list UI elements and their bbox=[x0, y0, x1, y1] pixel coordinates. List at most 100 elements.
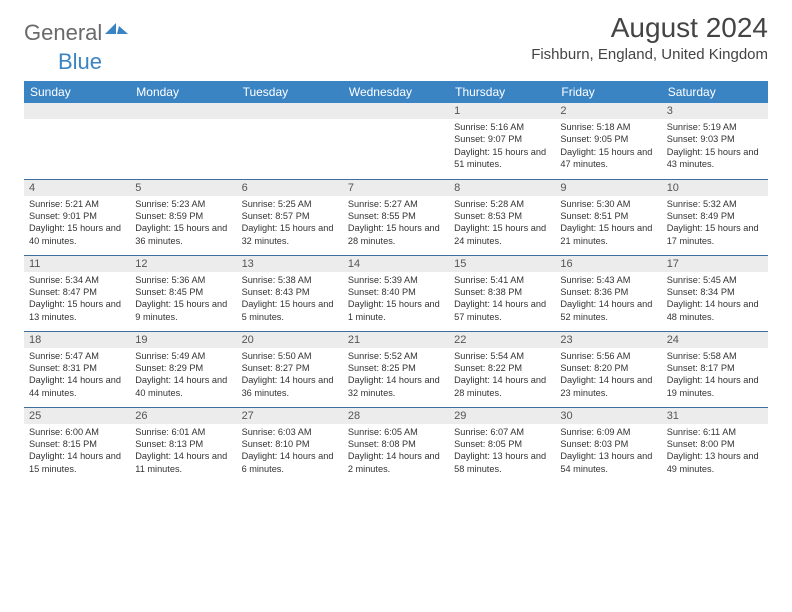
day-detail: Sunrise: 5:23 AMSunset: 8:59 PMDaylight:… bbox=[130, 196, 236, 252]
calendar-cell: 14Sunrise: 5:39 AMSunset: 8:40 PMDayligh… bbox=[343, 255, 449, 331]
calendar-cell: 21Sunrise: 5:52 AMSunset: 8:25 PMDayligh… bbox=[343, 331, 449, 407]
day-number: 11 bbox=[24, 256, 130, 272]
brand-general: General bbox=[24, 20, 102, 46]
calendar-cell: 31Sunrise: 6:11 AMSunset: 8:00 PMDayligh… bbox=[662, 407, 768, 483]
day-number: 26 bbox=[130, 408, 236, 424]
day-number: 2 bbox=[555, 103, 661, 119]
calendar-cell: 13Sunrise: 5:38 AMSunset: 8:43 PMDayligh… bbox=[237, 255, 343, 331]
day-number: 18 bbox=[24, 332, 130, 348]
calendar-cell: 18Sunrise: 5:47 AMSunset: 8:31 PMDayligh… bbox=[24, 331, 130, 407]
day-number: 13 bbox=[237, 256, 343, 272]
title-block: August 2024 Fishburn, England, United Ki… bbox=[531, 12, 768, 63]
day-detail: Sunrise: 5:49 AMSunset: 8:29 PMDaylight:… bbox=[130, 348, 236, 404]
day-detail: Sunrise: 5:39 AMSunset: 8:40 PMDaylight:… bbox=[343, 272, 449, 328]
calendar-cell: 24Sunrise: 5:58 AMSunset: 8:17 PMDayligh… bbox=[662, 331, 768, 407]
day-detail: Sunrise: 5:34 AMSunset: 8:47 PMDaylight:… bbox=[24, 272, 130, 328]
day-number: 29 bbox=[449, 408, 555, 424]
calendar-cell: 20Sunrise: 5:50 AMSunset: 8:27 PMDayligh… bbox=[237, 331, 343, 407]
weekday-header: Wednesday bbox=[343, 81, 449, 103]
day-detail: Sunrise: 5:43 AMSunset: 8:36 PMDaylight:… bbox=[555, 272, 661, 328]
calendar-week-row: 11Sunrise: 5:34 AMSunset: 8:47 PMDayligh… bbox=[24, 255, 768, 331]
calendar-cell: 17Sunrise: 5:45 AMSunset: 8:34 PMDayligh… bbox=[662, 255, 768, 331]
calendar-body: 1Sunrise: 5:16 AMSunset: 9:07 PMDaylight… bbox=[24, 103, 768, 483]
day-number-empty bbox=[130, 103, 236, 119]
day-number-empty bbox=[343, 103, 449, 119]
calendar-week-row: 25Sunrise: 6:00 AMSunset: 8:15 PMDayligh… bbox=[24, 407, 768, 483]
day-number: 22 bbox=[449, 332, 555, 348]
day-detail: Sunrise: 6:09 AMSunset: 8:03 PMDaylight:… bbox=[555, 424, 661, 480]
day-number: 17 bbox=[662, 256, 768, 272]
brand-blue: Blue bbox=[58, 49, 102, 75]
day-number: 14 bbox=[343, 256, 449, 272]
day-number: 7 bbox=[343, 180, 449, 196]
weekday-header: Friday bbox=[555, 81, 661, 103]
calendar-cell: 11Sunrise: 5:34 AMSunset: 8:47 PMDayligh… bbox=[24, 255, 130, 331]
calendar-cell: 15Sunrise: 5:41 AMSunset: 8:38 PMDayligh… bbox=[449, 255, 555, 331]
day-detail: Sunrise: 5:54 AMSunset: 8:22 PMDaylight:… bbox=[449, 348, 555, 404]
weekday-header: Saturday bbox=[662, 81, 768, 103]
calendar-cell: 8Sunrise: 5:28 AMSunset: 8:53 PMDaylight… bbox=[449, 179, 555, 255]
calendar-cell: 12Sunrise: 5:36 AMSunset: 8:45 PMDayligh… bbox=[130, 255, 236, 331]
calendar-cell bbox=[24, 103, 130, 179]
calendar-week-row: 18Sunrise: 5:47 AMSunset: 8:31 PMDayligh… bbox=[24, 331, 768, 407]
day-detail: Sunrise: 5:32 AMSunset: 8:49 PMDaylight:… bbox=[662, 196, 768, 252]
location-text: Fishburn, England, United Kingdom bbox=[531, 46, 768, 63]
day-number: 27 bbox=[237, 408, 343, 424]
weekday-header: Monday bbox=[130, 81, 236, 103]
day-detail: Sunrise: 5:47 AMSunset: 8:31 PMDaylight:… bbox=[24, 348, 130, 404]
calendar-cell: 26Sunrise: 6:01 AMSunset: 8:13 PMDayligh… bbox=[130, 407, 236, 483]
day-number: 19 bbox=[130, 332, 236, 348]
calendar-cell bbox=[237, 103, 343, 179]
calendar-cell: 3Sunrise: 5:19 AMSunset: 9:03 PMDaylight… bbox=[662, 103, 768, 179]
day-number: 9 bbox=[555, 180, 661, 196]
calendar-cell: 27Sunrise: 6:03 AMSunset: 8:10 PMDayligh… bbox=[237, 407, 343, 483]
day-number: 24 bbox=[662, 332, 768, 348]
day-number: 23 bbox=[555, 332, 661, 348]
day-number: 25 bbox=[24, 408, 130, 424]
day-detail: Sunrise: 5:27 AMSunset: 8:55 PMDaylight:… bbox=[343, 196, 449, 252]
day-detail: Sunrise: 5:28 AMSunset: 8:53 PMDaylight:… bbox=[449, 196, 555, 252]
day-detail: Sunrise: 5:41 AMSunset: 8:38 PMDaylight:… bbox=[449, 272, 555, 328]
calendar-cell: 1Sunrise: 5:16 AMSunset: 9:07 PMDaylight… bbox=[449, 103, 555, 179]
day-number: 30 bbox=[555, 408, 661, 424]
day-detail: Sunrise: 5:19 AMSunset: 9:03 PMDaylight:… bbox=[662, 119, 768, 175]
day-detail: Sunrise: 5:36 AMSunset: 8:45 PMDaylight:… bbox=[130, 272, 236, 328]
day-number: 5 bbox=[130, 180, 236, 196]
day-number: 4 bbox=[24, 180, 130, 196]
day-number: 12 bbox=[130, 256, 236, 272]
day-detail: Sunrise: 5:18 AMSunset: 9:05 PMDaylight:… bbox=[555, 119, 661, 175]
day-detail: Sunrise: 6:11 AMSunset: 8:00 PMDaylight:… bbox=[662, 424, 768, 480]
calendar-cell bbox=[130, 103, 236, 179]
day-detail: Sunrise: 6:07 AMSunset: 8:05 PMDaylight:… bbox=[449, 424, 555, 480]
day-number-empty bbox=[24, 103, 130, 119]
calendar-week-row: 4Sunrise: 5:21 AMSunset: 9:01 PMDaylight… bbox=[24, 179, 768, 255]
day-detail: Sunrise: 5:38 AMSunset: 8:43 PMDaylight:… bbox=[237, 272, 343, 328]
day-detail: Sunrise: 5:56 AMSunset: 8:20 PMDaylight:… bbox=[555, 348, 661, 404]
calendar-cell: 19Sunrise: 5:49 AMSunset: 8:29 PMDayligh… bbox=[130, 331, 236, 407]
calendar-cell: 7Sunrise: 5:27 AMSunset: 8:55 PMDaylight… bbox=[343, 179, 449, 255]
calendar-cell: 29Sunrise: 6:07 AMSunset: 8:05 PMDayligh… bbox=[449, 407, 555, 483]
day-detail: Sunrise: 5:25 AMSunset: 8:57 PMDaylight:… bbox=[237, 196, 343, 252]
calendar-table: SundayMondayTuesdayWednesdayThursdayFrid… bbox=[24, 81, 768, 483]
calendar-cell: 22Sunrise: 5:54 AMSunset: 8:22 PMDayligh… bbox=[449, 331, 555, 407]
day-detail: Sunrise: 6:05 AMSunset: 8:08 PMDaylight:… bbox=[343, 424, 449, 480]
day-number: 10 bbox=[662, 180, 768, 196]
calendar-cell: 16Sunrise: 5:43 AMSunset: 8:36 PMDayligh… bbox=[555, 255, 661, 331]
calendar-cell: 6Sunrise: 5:25 AMSunset: 8:57 PMDaylight… bbox=[237, 179, 343, 255]
brand-logo: General bbox=[24, 20, 129, 46]
calendar-cell: 30Sunrise: 6:09 AMSunset: 8:03 PMDayligh… bbox=[555, 407, 661, 483]
calendar-week-row: 1Sunrise: 5:16 AMSunset: 9:07 PMDaylight… bbox=[24, 103, 768, 179]
day-number: 21 bbox=[343, 332, 449, 348]
day-number: 1 bbox=[449, 103, 555, 119]
calendar-cell: 4Sunrise: 5:21 AMSunset: 9:01 PMDaylight… bbox=[24, 179, 130, 255]
day-number-empty bbox=[237, 103, 343, 119]
day-number: 8 bbox=[449, 180, 555, 196]
day-detail: Sunrise: 5:45 AMSunset: 8:34 PMDaylight:… bbox=[662, 272, 768, 328]
day-number: 16 bbox=[555, 256, 661, 272]
day-number: 15 bbox=[449, 256, 555, 272]
day-number: 20 bbox=[237, 332, 343, 348]
day-detail: Sunrise: 5:21 AMSunset: 9:01 PMDaylight:… bbox=[24, 196, 130, 252]
weekday-header: Tuesday bbox=[237, 81, 343, 103]
calendar-cell: 23Sunrise: 5:56 AMSunset: 8:20 PMDayligh… bbox=[555, 331, 661, 407]
day-detail: Sunrise: 6:00 AMSunset: 8:15 PMDaylight:… bbox=[24, 424, 130, 480]
